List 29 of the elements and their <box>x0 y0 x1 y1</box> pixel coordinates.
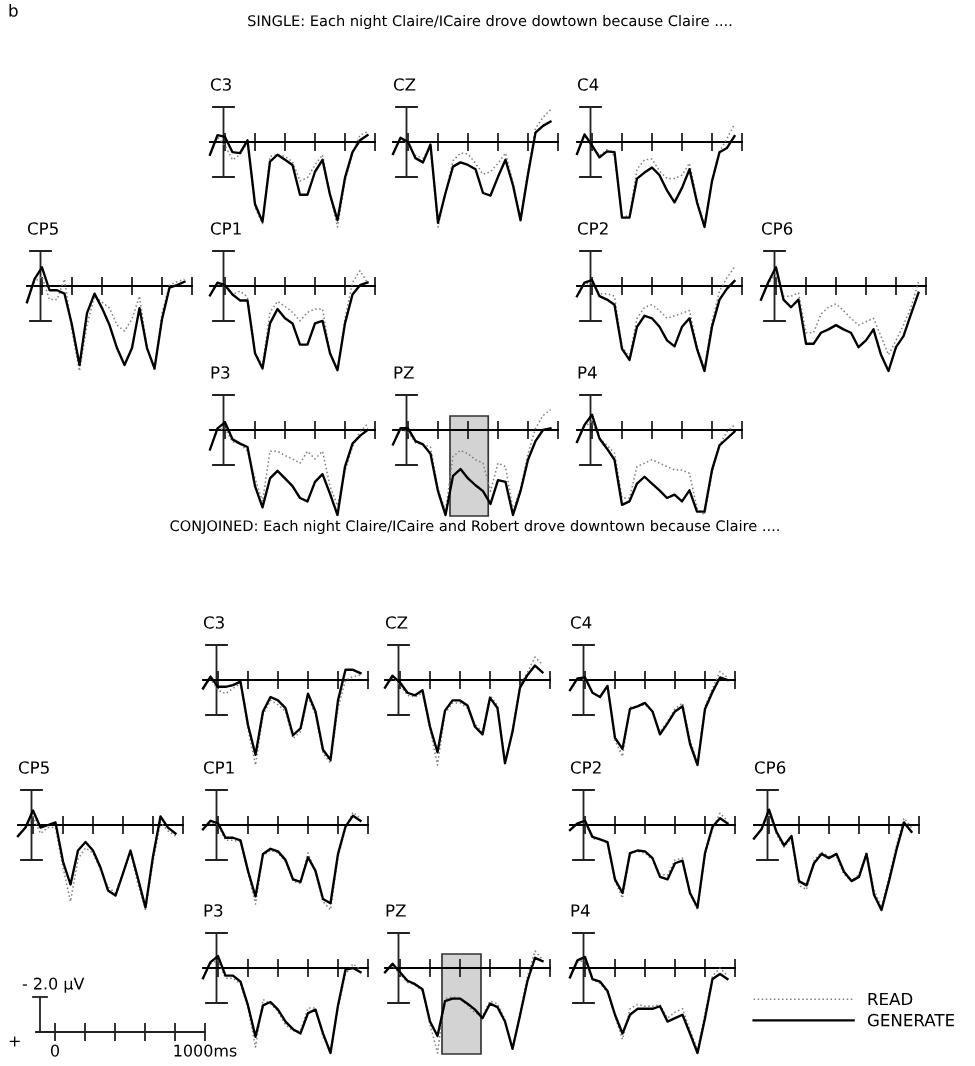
chart-title: CP6 <box>761 222 793 235</box>
chart-title: PZ <box>394 366 414 379</box>
chart-title: P4 <box>578 366 597 379</box>
text: b <box>9 3 18 17</box>
annotation: 1000ms <box>174 1044 237 1057</box>
chart-title: CP2 <box>570 761 601 774</box>
text: + <box>9 1036 20 1047</box>
text: SINGLE: Each night Claire/ICaire drove dowtown because Claire .... <box>248 14 732 30</box>
chart-title: P3 <box>211 366 230 379</box>
text: GENERATE <box>867 1013 955 1027</box>
chart-title: C3 <box>203 616 224 629</box>
chart-title: CP6 <box>754 761 786 774</box>
chart-title: CZ <box>393 78 416 91</box>
chart-title: CP5 <box>18 761 49 774</box>
chart-title: CP1 <box>203 761 234 774</box>
text: READ <box>868 992 913 1006</box>
text: 0 <box>50 1044 60 1057</box>
chart-title: P4 <box>571 904 590 917</box>
text: - 2.0 μV <box>22 977 85 993</box>
chart-title: CP1 <box>210 222 241 235</box>
chart-title: CZ <box>385 616 408 629</box>
text: CONJOINED: Each night Claire/ICaire and Robert drove downtown because Claire .... <box>170 519 779 535</box>
chart-title: CP2 <box>577 222 608 235</box>
chart-title: CP5 <box>27 222 58 235</box>
chart-title: C4 <box>570 616 592 629</box>
chart-title: C3 <box>210 78 231 91</box>
chart-title: P3 <box>204 904 223 917</box>
chart-title: PZ <box>386 904 406 917</box>
chart-title: C4 <box>577 78 599 91</box>
